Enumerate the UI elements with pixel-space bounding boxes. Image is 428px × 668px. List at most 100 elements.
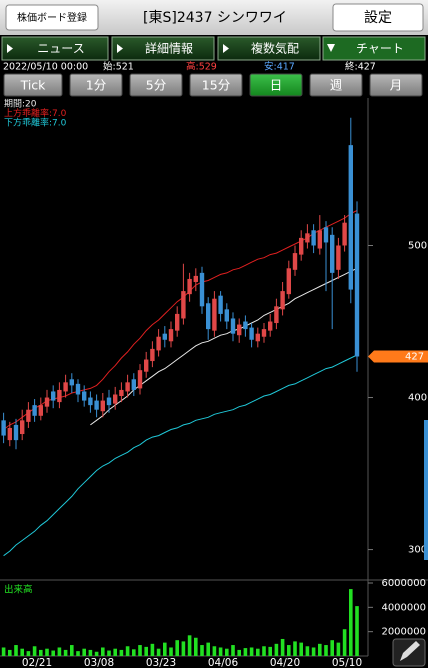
- tab-label: ニュース: [37, 42, 84, 56]
- indicator-line: [3, 354, 358, 557]
- volume-bar: [39, 649, 43, 656]
- candle-body: [57, 389, 62, 403]
- candle-body: [156, 336, 161, 351]
- candle-body: [75, 383, 81, 395]
- candle-body: [144, 359, 149, 372]
- quote-open: 始:521: [103, 61, 134, 73]
- period-button[interactable]: [69, 73, 123, 97]
- candle-body: [237, 324, 242, 336]
- candle-body: [199, 272, 205, 307]
- volume-bar: [280, 638, 285, 656]
- volume-bar: [218, 647, 223, 656]
- register-label: 株価ボード登録: [17, 11, 87, 24]
- candle-body: [348, 145, 353, 290]
- volume-bar: [144, 646, 148, 656]
- volume-bar: [32, 646, 37, 656]
- candle-body: [26, 409, 31, 422]
- x-tick-label: 03/08: [84, 657, 114, 668]
- settings-button[interactable]: [332, 3, 424, 32]
- candle-body: [268, 321, 273, 331]
- legend-entry: 上方乖離率:7.0: [4, 107, 67, 119]
- volume-bar: [206, 642, 210, 656]
- period-label: 週: [330, 78, 343, 93]
- volume-bar: [349, 589, 353, 656]
- tab-label: 複数気配: [251, 41, 299, 56]
- last-price-label: 427: [405, 351, 424, 362]
- volume-bar: [212, 646, 217, 656]
- volume-bar: [355, 606, 359, 656]
- period-label: 15分: [202, 78, 230, 93]
- volume-bar: [132, 649, 136, 656]
- candle-body: [212, 298, 217, 331]
- volume-bar: [318, 643, 322, 656]
- candle-body: [224, 309, 229, 322]
- y-tick-label: 400: [408, 393, 427, 404]
- tab[interactable]: [217, 36, 321, 61]
- volume-tick-label: 6000000: [381, 578, 426, 589]
- tab-arrow: [117, 44, 123, 53]
- tab-arrow: [7, 44, 13, 53]
- candle-body: [305, 233, 310, 243]
- candle-body: [150, 348, 155, 362]
- period-button[interactable]: [129, 73, 183, 97]
- candle-body: [230, 318, 236, 334]
- candle-body: [274, 306, 279, 324]
- draw-tool-button[interactable]: [392, 638, 426, 667]
- volume-bar: [336, 642, 341, 656]
- volume-bar: [51, 650, 55, 656]
- period-label: 日: [270, 78, 283, 93]
- tab-label: 詳細情報: [145, 41, 193, 56]
- period-button[interactable]: [189, 73, 243, 97]
- register-button[interactable]: [5, 4, 99, 31]
- candle-body: [342, 222, 347, 246]
- candle-body: [20, 420, 25, 435]
- volume-tick-label: 2000000: [381, 627, 426, 638]
- volume-bar: [1, 647, 6, 656]
- volume-bar: [63, 649, 68, 656]
- volume-bar: [194, 637, 198, 656]
- period-label: 月: [390, 78, 403, 93]
- candle-body: [119, 389, 124, 397]
- period-button[interactable]: [309, 73, 363, 97]
- quote-close: 終:427: [345, 61, 376, 73]
- tab-label: チャート: [356, 42, 404, 56]
- candle-body: [255, 333, 260, 342]
- volume-bar: [237, 649, 241, 656]
- tab[interactable]: [1, 36, 109, 61]
- volume-bar: [249, 647, 254, 656]
- volume-bar: [150, 643, 155, 656]
- period-button[interactable]: [3, 73, 63, 97]
- x-tick-label: 04/20: [270, 657, 300, 668]
- candle-body: [32, 405, 37, 416]
- candle-body: [218, 295, 223, 314]
- candle-body: [162, 333, 167, 340]
- volume-bar: [243, 648, 248, 656]
- period-button[interactable]: [249, 73, 303, 97]
- volume-bar: [94, 651, 99, 656]
- legend-entry: 下方乖離率:7.0: [4, 117, 67, 129]
- volume-bar: [293, 641, 297, 656]
- candle-body: [336, 245, 341, 270]
- volume-bar: [107, 650, 111, 656]
- candle-body: [100, 400, 105, 412]
- volume-bar: [200, 645, 204, 656]
- x-tick-label: 03/23: [146, 657, 176, 668]
- candle-body: [323, 227, 329, 243]
- volume-bar: [262, 646, 266, 656]
- tab[interactable]: [322, 36, 426, 61]
- candle-body: [13, 424, 19, 441]
- y-tick-label: 300: [408, 545, 427, 556]
- candle-body: [131, 379, 136, 390]
- period-label: 1分: [86, 78, 106, 93]
- volume-bar: [163, 642, 167, 656]
- period-button[interactable]: [369, 73, 423, 97]
- volume-bar: [225, 648, 229, 656]
- side-handle[interactable]: [424, 420, 428, 560]
- candle-body: [206, 303, 211, 330]
- volume-bar: [187, 635, 192, 656]
- quote-row: 2022/05/10 00:00 始:521 高:529 安:417 終:427: [3, 61, 376, 73]
- volume-bar: [82, 648, 86, 656]
- candle-body: [317, 230, 322, 249]
- tab[interactable]: [111, 36, 215, 61]
- candle-body: [311, 230, 316, 246]
